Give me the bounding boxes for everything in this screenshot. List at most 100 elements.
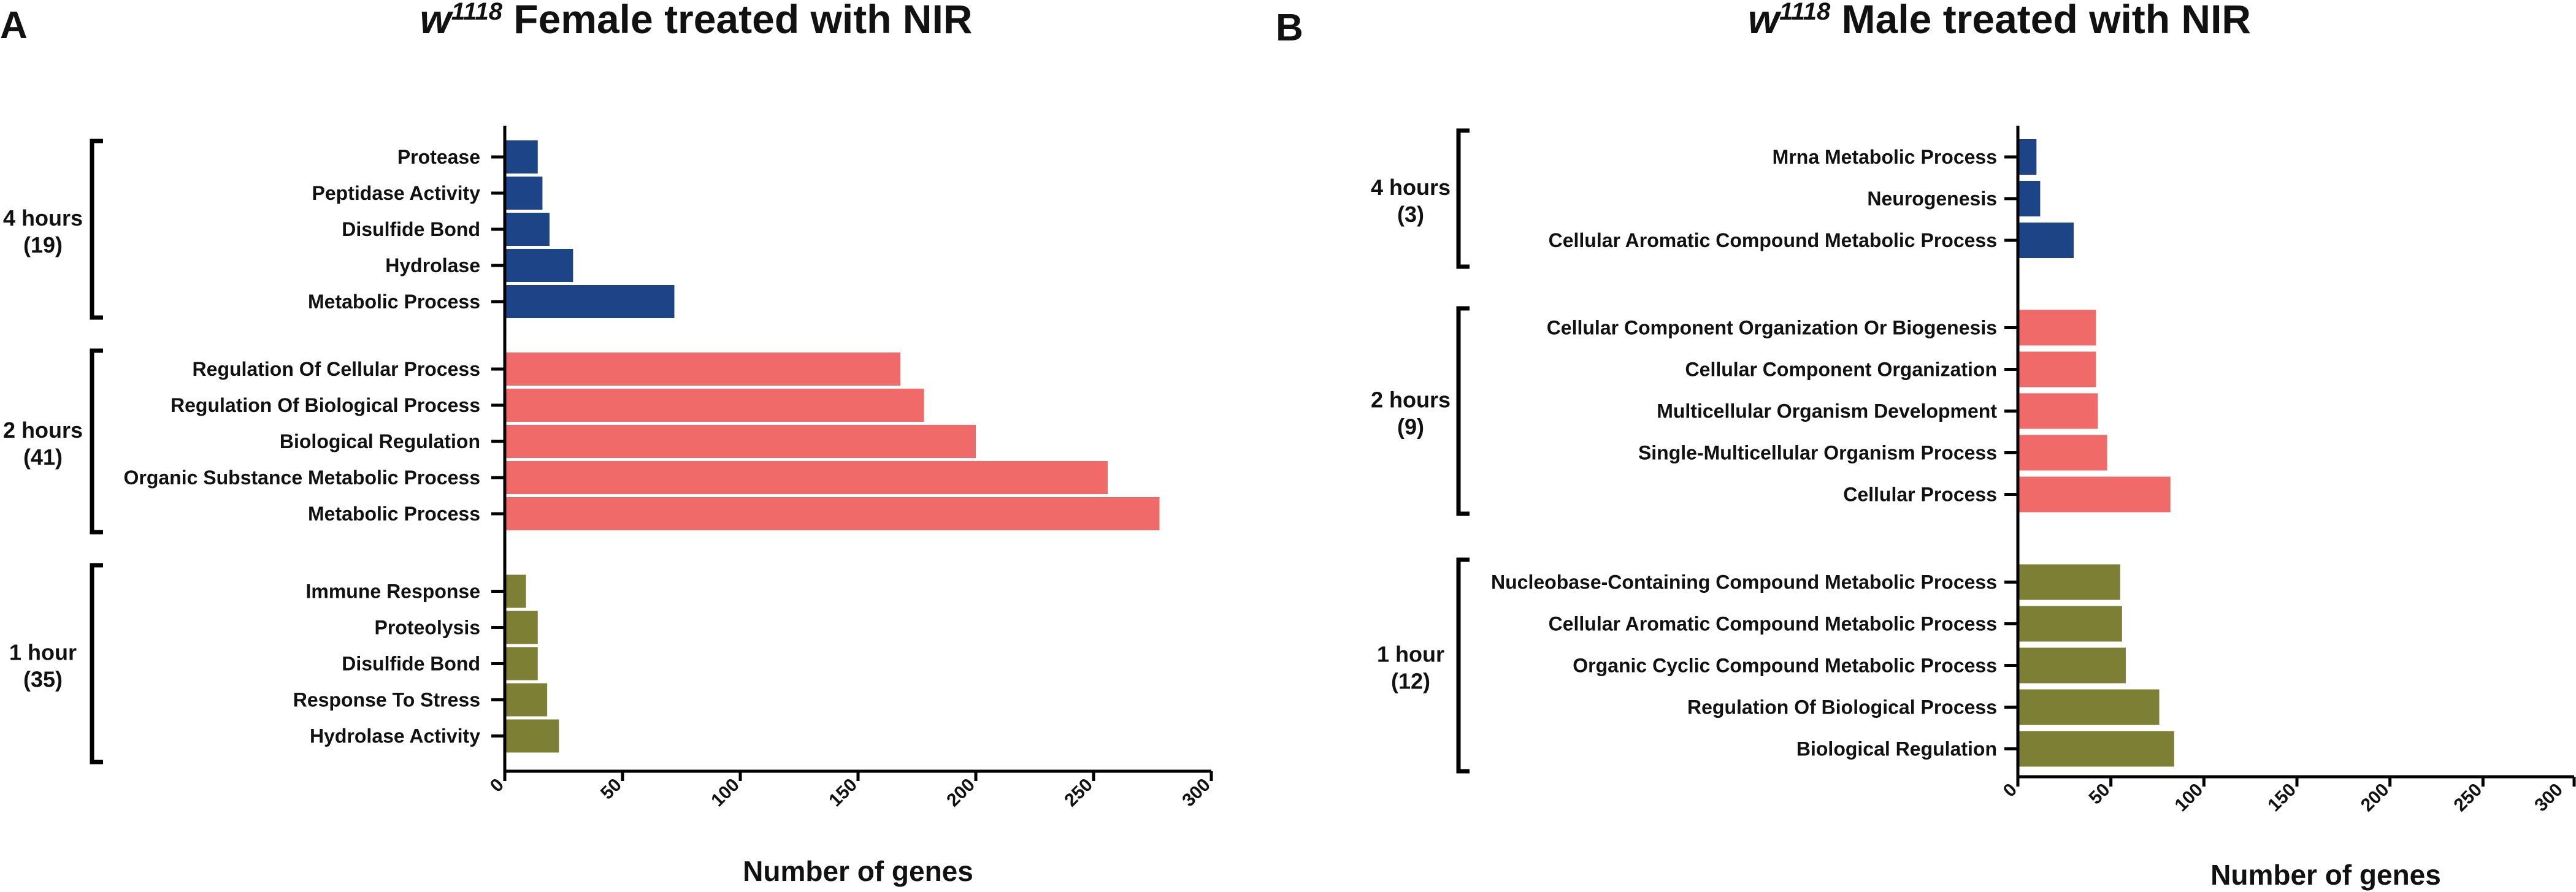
bar-single-multicellular-organism-process [2018,435,2107,471]
bar-nucleobase-containing-compound-metabolic-process [2018,564,2120,600]
panel-letter: A [0,4,28,47]
group-4-hours: 4 hours(3) Mrna Metabolic Process Neurogen… [1371,128,2074,269]
group-count: (3) [1397,202,1424,227]
category-label: Cellular Aromatic Compound Metabolic Pro… [1549,229,1997,251]
category-label: Peptidase Activity [312,182,481,204]
bar-metabolic-process [505,497,1160,530]
bar-cellular-aromatic-compound-metabolic-process [2018,223,2074,258]
bar-cellular-process [2018,476,2171,513]
group-1-hour: 1 hour(12) Nucleobase-Containing Compound… [1377,557,2174,774]
x-tick-label: 250 [1060,775,1097,811]
category-label: Cellular Process [1843,484,1997,506]
bar-disulfide-bond [505,647,538,680]
category-label: Proteolysis [374,617,480,639]
category-label: Regulation Of Cellular Process [193,358,480,380]
x-tick-label: 100 [2171,780,2207,816]
bar-hydrolase-activity [505,719,559,753]
category-label: Cellular Component Organization [1685,359,1997,381]
bar-regulation-of-biological-process [505,389,924,422]
bar-metabolic-process [505,285,675,318]
panel-letter: B [1276,7,1303,49]
category-label: Mrna Metabolic Process [1773,146,1997,168]
bar-organic-substance-metabolic-process [505,461,1108,494]
group-label: 4 hours [3,205,83,231]
category-label: Cellular Aromatic Compound Metabolic Pro… [1549,613,1997,635]
group-bracket [1456,557,1470,774]
group-label: 2 hours [1371,387,1451,413]
x-tick-label: 200 [2357,780,2393,816]
category-label: Disulfide Bond [342,653,480,675]
category-label: Regulation Of Biological Process [171,394,480,416]
bar-hydrolase [505,249,573,282]
group-count: (35) [23,667,63,692]
group-bracket [90,139,103,320]
x-tick-label: 100 [707,775,743,811]
bar-mrna-metabolic-process [2018,139,2037,175]
bar-cellular-component-organization-or-biogenesis [2018,310,2096,346]
group-bracket [1456,306,1470,516]
title-rest: Female treated with NIR [502,0,973,42]
category-label: Nucleobase-Containing Compound Metabolic… [1491,571,1997,593]
x-axis-title: Number of genes [743,855,973,887]
x-tick-label: 200 [943,775,979,811]
bar-cellular-aromatic-compound-metabolic-process [2018,606,2122,642]
category-label: Hydrolase [385,254,480,276]
group-label: 2 hours [3,417,83,443]
category-label: Organic Cyclic Compound Metabolic Proces… [1573,655,1997,677]
category-label: Organic Substance Metabolic Process [123,467,480,489]
group-label: 4 hours [1371,175,1451,200]
bar-regulation-of-cellular-process [505,353,901,386]
bar-peptidase-activity [505,177,543,210]
title-rest: Male treated with NIR [1830,0,2251,42]
category-label: Cellular Component Organization Or Bioge… [1547,317,1997,339]
bar-response-to-stress [505,683,548,717]
group-count: (41) [23,444,63,470]
title-strain: w [420,0,454,42]
group-count: (9) [1397,414,1424,440]
category-label: Immune Response [305,581,480,603]
bar-biological-regulation [505,425,976,458]
bar-regulation-of-biological-process [2018,689,2160,725]
x-tick-label: 150 [2264,780,2300,816]
category-label: Metabolic Process [308,503,480,525]
category-label: Multicellular Organism Development [1657,400,1997,422]
group-2-hours: 2 hours(9) Cellular Component Organizatio… [1371,306,2171,516]
category-label: Biological Regulation [280,430,480,452]
bar-cellular-component-organization [2018,351,2096,387]
title-superscript: 1118 [451,0,503,25]
category-label: Neurogenesis [1867,188,1997,210]
group-1-hour: 1 hour(35) Immune Response Proteolysis Disu… [9,563,559,764]
chart-title: w1118 Female treated with NIR [420,0,973,42]
x-tick-label: 250 [2450,780,2486,816]
category-label: Metabolic Process [308,291,480,313]
group-bracket [90,348,103,535]
x-tick-label: 300 [2531,780,2567,816]
category-label: Hydrolase Activity [310,725,480,747]
bar-immune-response [505,574,526,608]
bar-proteolysis [505,611,538,644]
group-count: (12) [1391,669,1430,694]
title-superscript: 1118 [1779,0,1831,25]
bar-protease [505,140,538,173]
bar-biological-regulation [2018,731,2174,767]
bar-disulfide-bond [505,213,550,246]
category-label: Biological Regulation [1796,738,1997,760]
group-label: 1 hour [1377,642,1444,667]
chart-title: w1118 Male treated with NIR [1748,0,2251,42]
x-axis-title: Number of genes [2210,859,2441,891]
category-label: Response To Stress [293,689,480,711]
group-4-hours: 4 hours(19) Protease Peptidase Activity Dis… [3,139,675,320]
group-bracket [1456,128,1470,269]
group-count: (19) [23,232,63,257]
x-tick-label: 300 [1178,775,1214,811]
category-label: Protease [397,146,480,168]
bar-neurogenesis [2018,181,2041,216]
bar-organic-cyclic-compound-metabolic-process [2018,647,2126,684]
category-label: Disulfide Bond [342,218,480,240]
title-strain: w [1748,0,1782,42]
group-2-hours: 2 hours(41) Regulation Of Cellular Proces… [3,348,1160,535]
bar-multicellular-organism-development [2018,393,2098,429]
